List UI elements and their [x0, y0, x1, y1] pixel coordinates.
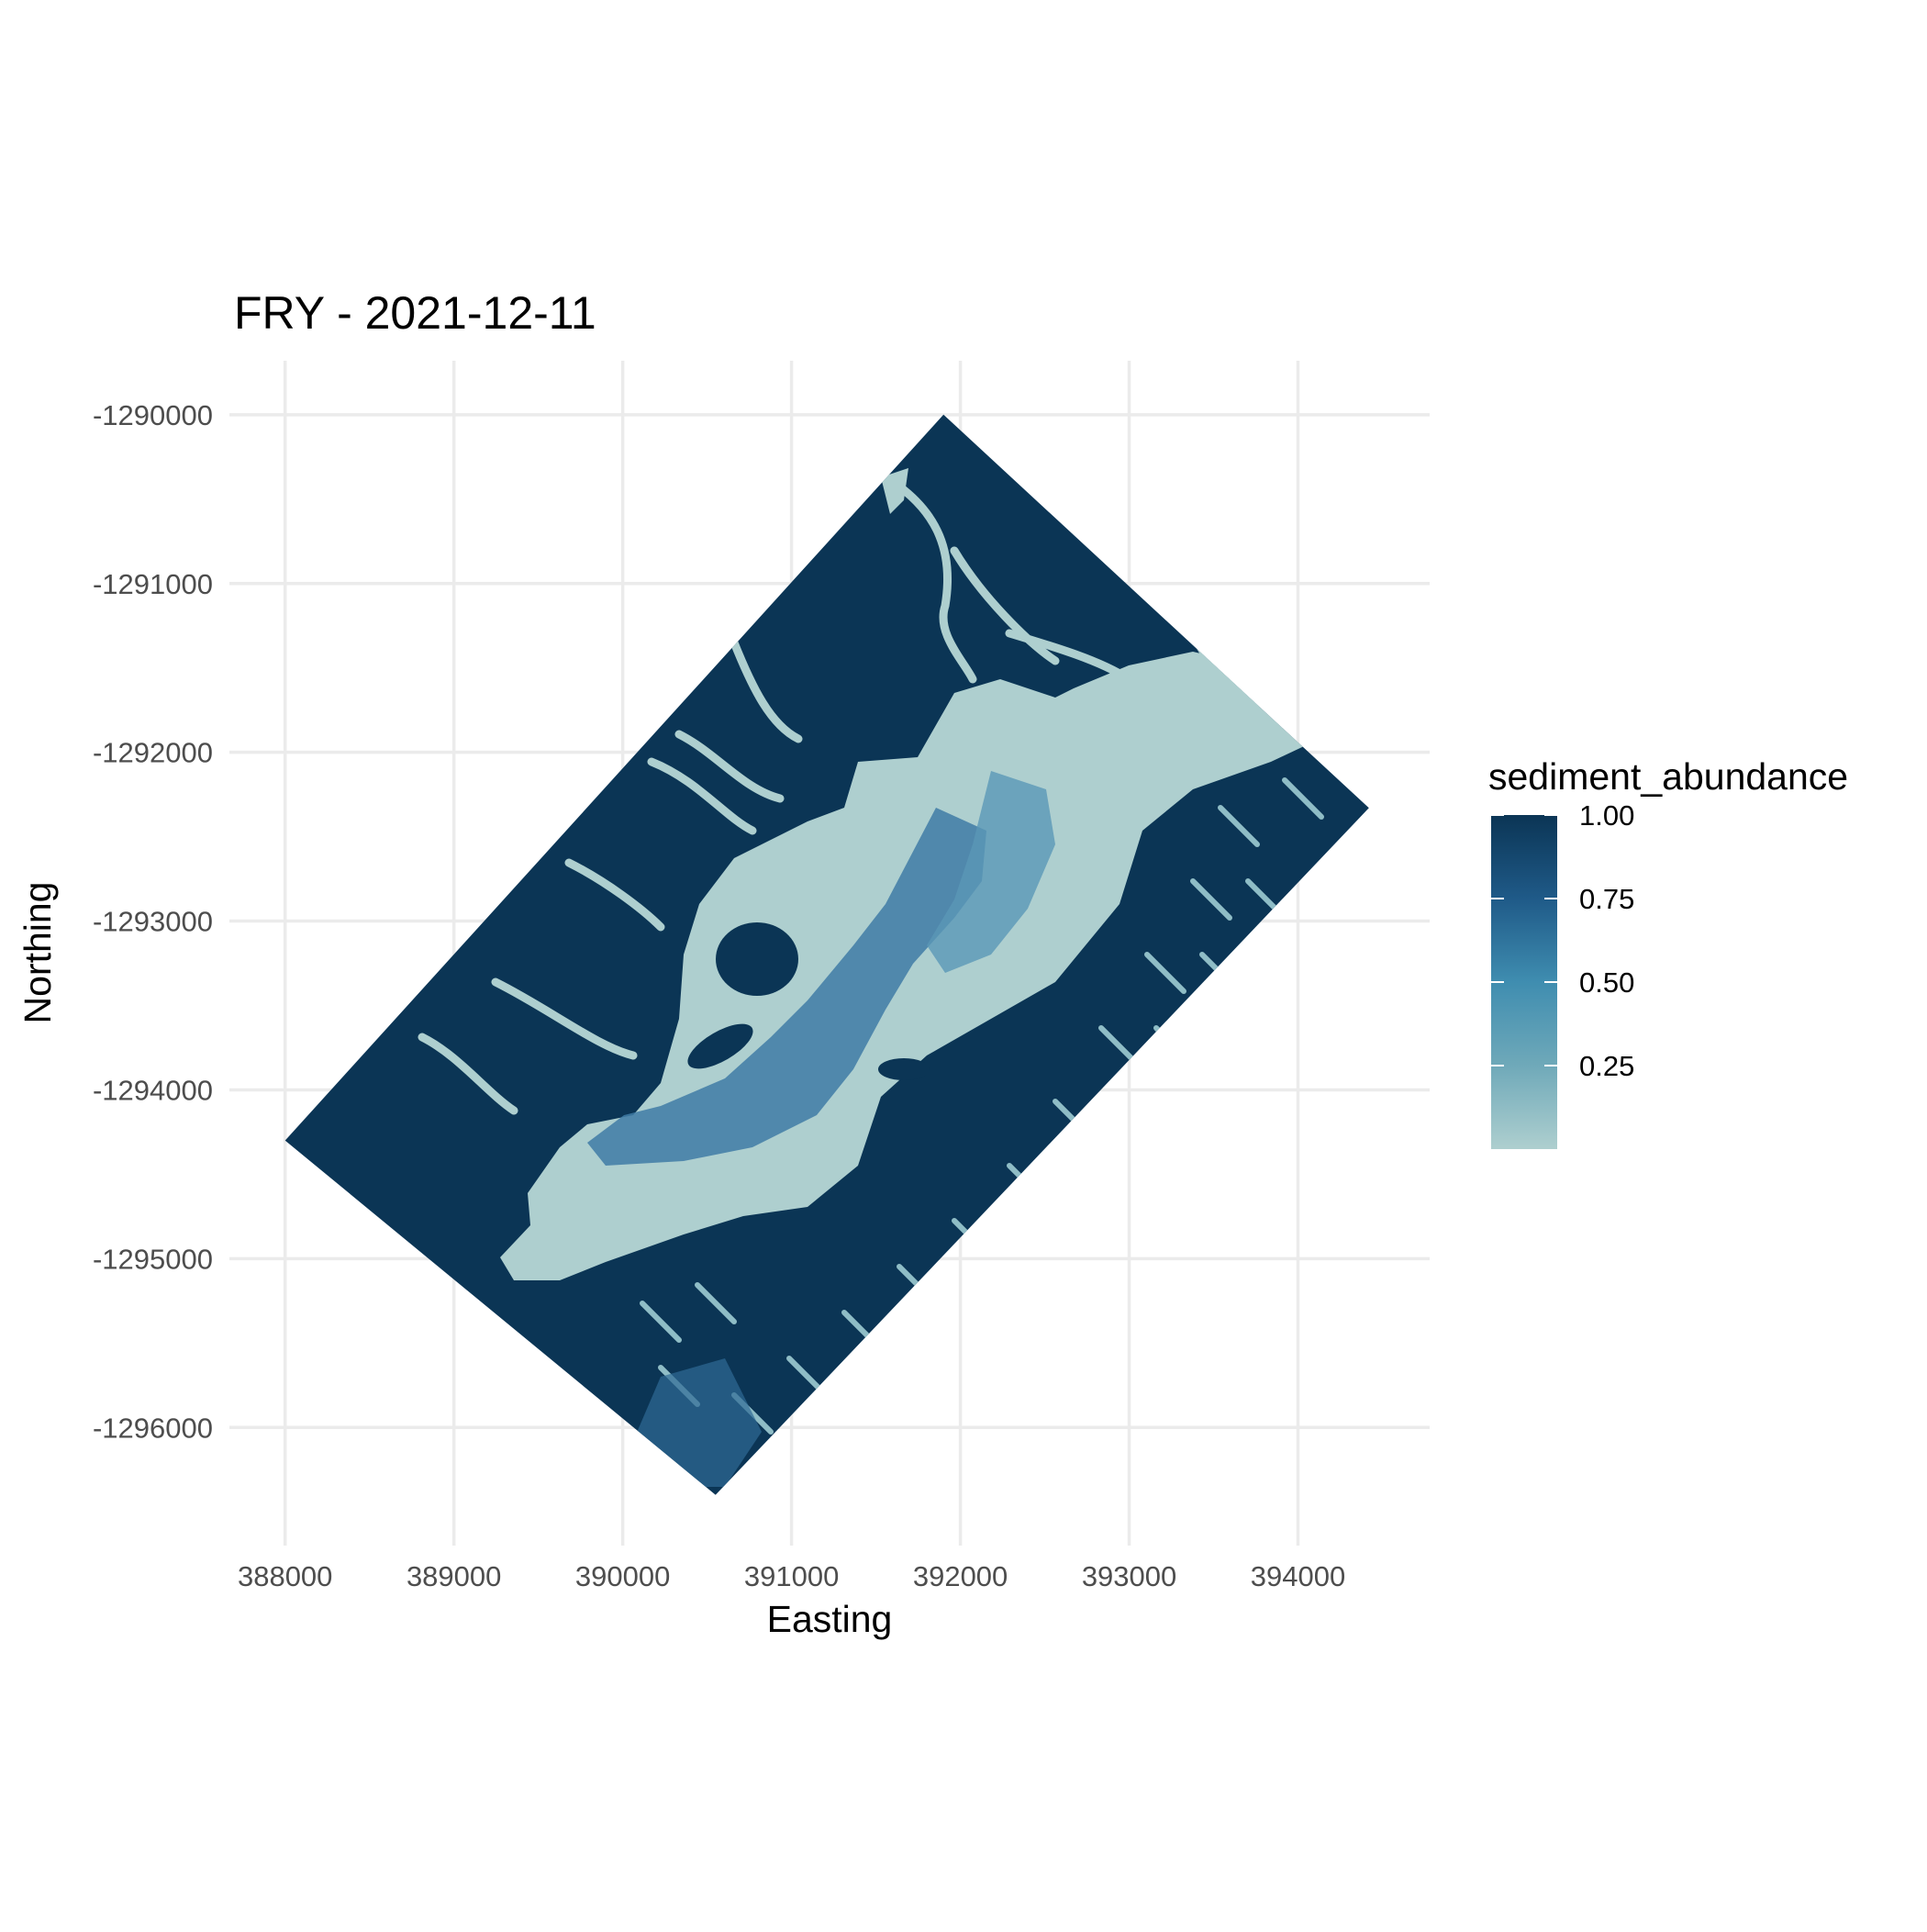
y-tick-label: -1293000	[93, 906, 213, 938]
dark-island	[878, 1058, 930, 1080]
legend-label: 0.75	[1579, 883, 1634, 915]
legend-label: 0.50	[1579, 966, 1634, 999]
dark-island	[716, 922, 798, 996]
mixed-zone-2	[927, 771, 1055, 973]
legend-label: 1.00	[1579, 799, 1634, 832]
y-tick-label: -1290000	[93, 399, 213, 431]
y-tick-label: -1296000	[93, 1412, 213, 1444]
y-axis-title: Northing	[17, 882, 59, 1024]
plot-title: FRY - 2021-12-11	[234, 287, 596, 339]
y-tick-label: -1294000	[93, 1074, 213, 1106]
y-tick-label: -1291000	[93, 568, 213, 600]
x-tick-label: 393000	[1082, 1560, 1176, 1592]
legend-ticks: 1.00 0.75 0.50 0.25	[1491, 799, 1634, 1082]
mixed-zone	[587, 808, 986, 1166]
dark-island	[687, 1023, 753, 1069]
x-axis-title: Easting	[767, 1598, 893, 1640]
y-tick-label: -1292000	[93, 737, 213, 769]
heatmap-raster	[284, 414, 1369, 1495]
x-tick-label: 394000	[1251, 1560, 1345, 1592]
x-tick-label: 389000	[407, 1560, 501, 1592]
y-tick-label: -1295000	[93, 1243, 213, 1275]
x-tick-label: 392000	[913, 1560, 1008, 1592]
legend-label: 0.25	[1579, 1050, 1634, 1082]
legend-title: sediment_abundance	[1488, 755, 1848, 798]
north-light-patch	[881, 468, 908, 514]
x-axis-tick-labels: 388000 389000 390000 391000 392000 393000 3940…	[238, 1560, 1345, 1592]
x-tick-label: 390000	[575, 1560, 670, 1592]
light-channels	[418, 482, 1197, 1115]
x-tick-label: 391000	[744, 1560, 839, 1592]
x-tick-label: 388000	[238, 1560, 332, 1592]
y-axis-tick-labels: -1290000 -1291000 -1292000 -1293000 -1294000…	[93, 399, 213, 1444]
legend: sediment_abundance 1.00 0.75 0.50 0.25	[1488, 755, 1848, 1149]
